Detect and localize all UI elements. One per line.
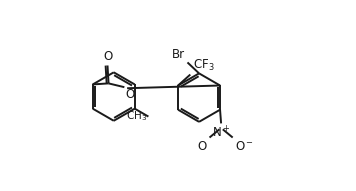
Text: O: O [198, 140, 207, 153]
Text: N$^+$: N$^+$ [212, 125, 230, 140]
Text: CF$_3$: CF$_3$ [193, 58, 215, 73]
Text: CH$_3$: CH$_3$ [126, 110, 147, 123]
Text: Br: Br [171, 48, 184, 61]
Text: O$^-$: O$^-$ [235, 140, 255, 153]
Text: O: O [125, 88, 135, 101]
Text: O: O [103, 50, 112, 63]
